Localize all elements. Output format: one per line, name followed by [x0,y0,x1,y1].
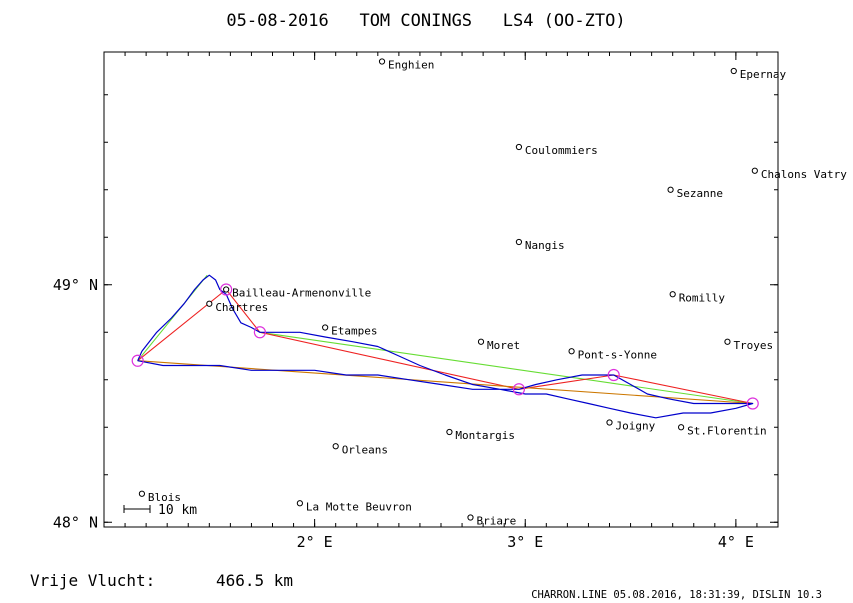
city-label-9: Etampes [331,325,377,338]
city-label-12: Pont-s-Yonne [578,348,657,361]
chart-title: 05-08-2016 TOM CONINGS LS4 (OO-ZTO) [226,11,625,31]
turnpoint-marker-2 [253,326,266,339]
city-marker-8 [669,291,676,298]
city-label-8: Romilly [679,291,726,304]
city-marker-5 [515,238,523,246]
city-marker-16 [332,443,339,450]
turnpoint-marker-3 [512,383,526,396]
distance-value: 466.5 km [216,571,293,590]
city-label-2: Coulommiers [525,144,598,157]
city-label-5: Nangis [525,239,565,252]
city-label-18: La Motte Beuvron [306,500,412,513]
x-tick-label-0: 2° E [297,533,333,551]
distance-label: Vrije Vlucht: [30,571,155,590]
city-label-0: Enghien [388,59,434,72]
scale-bar-label: 10 km [158,503,197,518]
city-markers: Enghien Epernay Coulommiers Chalons Vatry Se… [138,58,847,528]
task-line-1 [259,331,753,405]
city-marker-7 [206,300,213,307]
city-marker-2 [515,143,523,151]
turnpoint-markers [131,283,759,410]
city-label-11: Troyes [733,339,773,352]
city-marker-12 [568,348,575,355]
task-line-0 [137,274,208,362]
city-marker-14 [678,424,685,431]
task-lines [137,274,753,405]
turnpoint-marker-5 [746,397,759,410]
y-tick-label-0: 48° N [53,513,98,531]
track-line [137,274,754,419]
city-label-7: Chartres [215,301,268,314]
city-label-15: Montargis [455,429,515,442]
turnpoint-marker-1 [220,283,233,296]
city-marker-6 [223,286,230,293]
city-marker-17 [138,490,146,497]
footer-credit: CHARRON.LINE 05.08.2016, 18:31:39, DISLI… [531,589,822,601]
city-marker-0 [378,58,386,65]
city-label-3: Chalons Vatry [761,168,847,181]
city-label-4: Sezanne [677,187,723,200]
turnpoint-marker-0 [131,354,144,367]
city-marker-19 [467,514,474,521]
city-label-1: Epernay [740,68,787,81]
task-line-3 [137,360,753,405]
plot-frame [103,51,779,528]
city-marker-10 [477,338,485,345]
flight-track [137,274,754,419]
turnpoint-marker-4 [607,368,620,382]
city-label-14: St.Florentin [687,424,766,437]
x-tick-label-2: 4° E [718,533,754,551]
city-label-6: Bailleau-Armenonville [232,287,371,300]
city-label-17: Blois [148,491,181,504]
task-line-2 [137,288,753,405]
city-label-13: Joigny [616,420,656,433]
city-marker-18 [296,500,303,507]
city-marker-3 [751,167,758,174]
city-label-16: Orleans [342,443,388,456]
city-label-10: Moret [487,339,520,352]
city-marker-15 [446,428,453,436]
axis-ticks: 2° E 3° E 4° E 48° N 49° N [53,52,779,551]
city-marker-11 [724,338,731,345]
city-marker-9 [322,324,329,331]
scale-bar: 10 km [123,503,197,518]
x-tick-label-1: 3° E [507,533,543,551]
y-tick-label-1: 49° N [53,276,98,294]
city-marker-4 [667,186,674,193]
city-label-19: Briare [476,515,516,528]
city-marker-1 [730,67,737,75]
city-marker-13 [606,419,613,426]
